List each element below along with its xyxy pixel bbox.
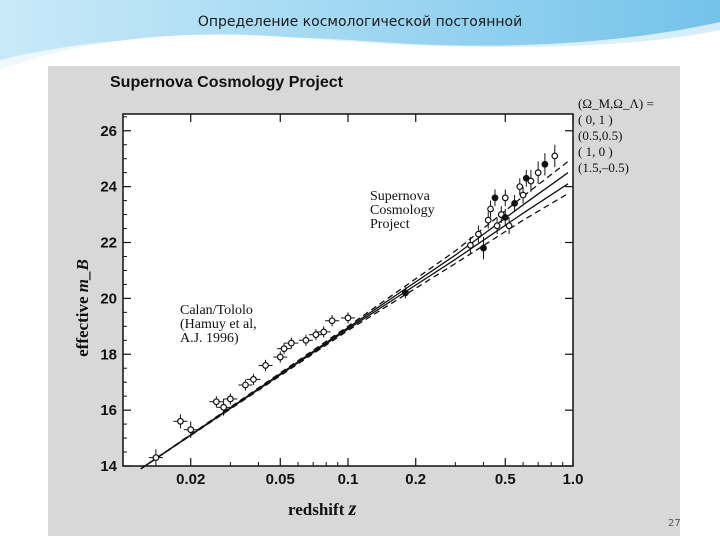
y-axis-label-text: effective [73, 296, 92, 357]
y-tick-label-6: 26 [100, 123, 117, 140]
data-point-1-2 [475, 230, 482, 238]
legend: (Ω_M,Ω_Λ) = ( 0, 1 ) (0.5,0.5) ( 1, 0 ) … [578, 96, 654, 176]
plot-frame [122, 113, 574, 467]
data-point-1-7 [493, 222, 501, 230]
model-curve-0 [140, 160, 569, 470]
legend-entry-1: (0.5,0.5) [578, 128, 623, 143]
annotation-calan-line-2: (Hamuy et al, [180, 317, 257, 332]
data-point-1-14 [519, 191, 527, 199]
data-point-0-5 [226, 395, 234, 403]
y-tick-label-0: 14 [100, 458, 117, 475]
x-axis-label: redshift z [288, 498, 356, 521]
page-number: 27 [668, 518, 681, 529]
x-tick-label-5: 1.0 [563, 471, 584, 488]
data-point-1-3 [480, 244, 487, 252]
data-point-1-19 [551, 152, 559, 160]
legend-entry-3: (1.5,–0.5) [578, 160, 629, 175]
annotation-scp: Supernova Cosmology Project [370, 190, 435, 232]
data-point-1-16 [527, 177, 535, 185]
data-point-0-1 [177, 417, 184, 425]
data-point-1-10 [501, 194, 509, 202]
model-curve-1 [140, 172, 569, 470]
data-point-0-9 [276, 353, 284, 361]
y-tick-label-5: 24 [100, 179, 117, 196]
data-point-1-12 [511, 199, 518, 207]
data-point-0-13 [312, 331, 320, 339]
annotation-calan-line-1: Calan/Tololo [180, 303, 253, 318]
x-axis-label-symbol: z [348, 498, 357, 520]
x-tick-label-2: 0.1 [338, 471, 359, 488]
y-tick-label-2: 18 [100, 346, 117, 363]
legend-header: (Ω_M,Ω_Λ) = [578, 96, 654, 111]
chart-title: Supernova Cosmology Project [110, 74, 343, 91]
chart-svg: 14 16 18 20 22 24 26 0.02 0.05 0.1 0.2 0.5 1.0 [100, 113, 584, 488]
data-point-0-8 [262, 362, 269, 369]
data-point-1-11 [505, 222, 513, 230]
data-point-0-16 [344, 314, 352, 322]
data-point-0-4 [220, 403, 228, 411]
annotation-scp-line-3: Project [370, 217, 410, 232]
data-point-1-13 [516, 183, 524, 191]
data-point-0-14 [320, 328, 328, 336]
legend-entry-0: ( 0, 1 ) [578, 112, 613, 127]
data-point-0-11 [287, 339, 295, 347]
y-axis-label-symbol: m_B [73, 259, 92, 293]
y-axis-label: effective m_B [73, 233, 93, 383]
data-point-1-9 [501, 213, 509, 221]
annotation-calan-line-3: A.J. 1996) [180, 331, 239, 346]
legend-entry-2: ( 1, 0 ) [578, 144, 613, 159]
data-point-0-7 [250, 375, 257, 383]
data-point-0-12 [302, 336, 310, 344]
model-curve-2 [140, 183, 569, 470]
data-point-1-5 [487, 205, 494, 213]
data-point-1-4 [484, 216, 492, 224]
annotation-calan: Calan/Tololo (Hamuy et al, A.J. 1996) [180, 304, 257, 346]
x-tick-label-0: 0.02 [176, 471, 205, 488]
data-point-0-3 [212, 398, 220, 406]
model-curve-3 [140, 193, 569, 470]
y-tick-label-3: 20 [100, 290, 117, 307]
x-axis-label-text: redshift [288, 500, 345, 519]
y-tick-label-1: 16 [100, 402, 117, 419]
data-point-0-15 [328, 317, 336, 325]
annotation-scp-line-2: Cosmology [370, 203, 435, 218]
data-point-1-18 [541, 160, 549, 168]
data-point-0-0 [152, 454, 160, 462]
data-point-1-0 [402, 289, 409, 297]
annotation-scp-line-1: Supernova [370, 189, 430, 204]
data-point-0-2 [187, 426, 195, 434]
x-tick-label-1: 0.05 [266, 471, 295, 488]
header-wave-decoration [0, 0, 720, 72]
data-point-1-1 [467, 241, 474, 249]
data-point-0-10 [280, 345, 288, 353]
slide-title: Определение космологической постоянной [197, 14, 523, 30]
data-point-1-17 [534, 169, 542, 177]
x-tick-label-3: 0.2 [405, 471, 426, 488]
x-tick-label-4: 0.5 [495, 471, 516, 488]
data-point-0-6 [242, 381, 249, 389]
data-point-1-6 [491, 194, 499, 202]
y-tick-label-4: 22 [100, 235, 117, 252]
chart-figure: 14 16 18 20 22 24 26 0.02 0.05 0.1 0.2 0.5 1.0 Super… [48, 66, 680, 536]
